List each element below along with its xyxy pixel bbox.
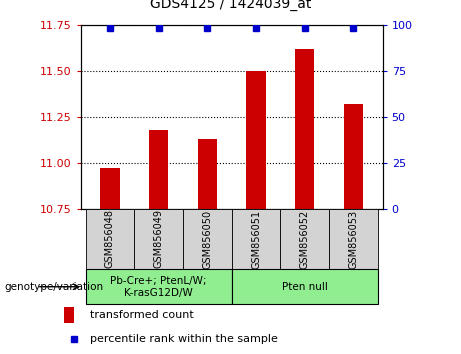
Text: GSM856051: GSM856051 — [251, 209, 261, 269]
Text: genotype/variation: genotype/variation — [5, 282, 104, 292]
Bar — [343, 104, 363, 209]
Bar — [86, 209, 134, 269]
Bar — [100, 169, 120, 209]
Text: transformed count: transformed count — [90, 309, 194, 320]
Bar — [232, 269, 378, 304]
Bar — [86, 269, 232, 304]
Text: GSM856049: GSM856049 — [154, 210, 164, 268]
Bar — [295, 49, 314, 209]
Text: percentile rank within the sample: percentile rank within the sample — [90, 334, 278, 344]
Bar — [329, 209, 378, 269]
Text: GDS4125 / 1424039_at: GDS4125 / 1424039_at — [150, 0, 311, 11]
Bar — [246, 71, 266, 209]
Bar — [183, 209, 232, 269]
Bar — [64, 307, 74, 323]
Text: GSM856052: GSM856052 — [300, 209, 310, 269]
Bar — [134, 209, 183, 269]
Bar — [149, 130, 168, 209]
Bar — [198, 139, 217, 209]
Text: Pten null: Pten null — [282, 282, 328, 292]
Text: GSM856048: GSM856048 — [105, 210, 115, 268]
Bar — [280, 209, 329, 269]
Text: Pb-Cre+; PtenL/W;
K-rasG12D/W: Pb-Cre+; PtenL/W; K-rasG12D/W — [110, 276, 207, 298]
Bar — [232, 209, 280, 269]
Text: GSM856053: GSM856053 — [349, 209, 358, 269]
Text: GSM856050: GSM856050 — [202, 209, 213, 269]
